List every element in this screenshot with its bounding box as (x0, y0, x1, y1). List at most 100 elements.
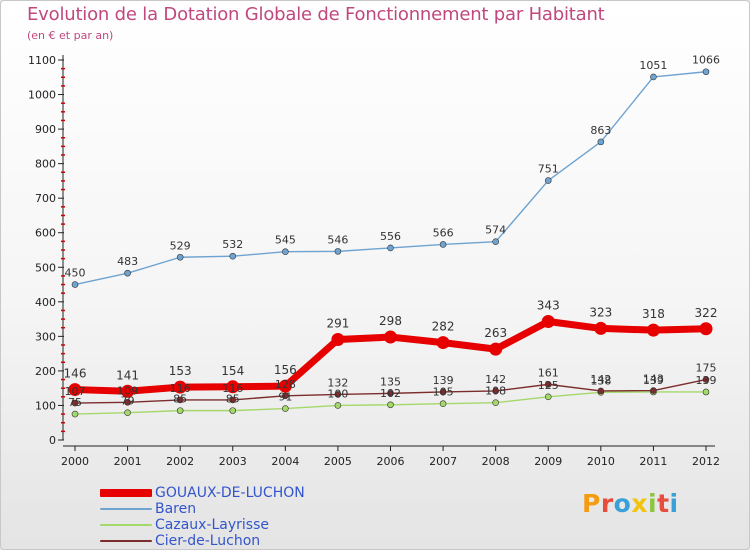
x-tick-label: 2009 (534, 455, 562, 468)
data-label: 156 (274, 363, 297, 377)
data-point (387, 401, 394, 409)
data-label: 545 (275, 234, 296, 247)
y-tick-label: 1000 (28, 89, 56, 102)
x-tick-label: 2003 (219, 455, 247, 468)
data-label: 142 (485, 373, 506, 386)
logo-letter: t (657, 489, 670, 518)
data-label: 263 (484, 326, 507, 340)
data-label: 85 (226, 393, 240, 406)
data-point (541, 315, 555, 329)
data-point (229, 407, 237, 414)
x-tick-label: 2005 (324, 455, 352, 468)
y-tick-label: 0 (49, 434, 56, 447)
y-tick-label: 500 (35, 261, 56, 274)
data-point (71, 399, 79, 407)
data-point (282, 405, 289, 412)
y-tick-label: 1100 (28, 54, 56, 67)
y-tick-label: 400 (35, 296, 56, 309)
data-label: 343 (537, 299, 560, 313)
data-point (334, 391, 342, 398)
x-tick-label: 2011 (639, 455, 667, 468)
data-label: 323 (589, 305, 612, 319)
data-point (387, 390, 394, 397)
data-label: 75 (68, 396, 82, 409)
data-point (331, 332, 345, 346)
y-tick-label: 300 (35, 330, 56, 343)
data-point (492, 387, 499, 395)
data-label: 139 (643, 374, 664, 387)
data-point (68, 383, 82, 397)
data-label: 139 (696, 374, 717, 387)
data-point (597, 138, 605, 146)
data-label: 85 (173, 393, 187, 406)
data-label: 128 (275, 378, 296, 391)
x-tick-label: 2008 (482, 455, 510, 468)
data-point (282, 248, 289, 256)
data-point (334, 248, 342, 255)
data-label: 100 (327, 387, 348, 400)
data-point (173, 380, 187, 394)
data-label: 139 (433, 374, 454, 387)
x-tick-label: 2007 (429, 455, 457, 468)
data-point (594, 321, 608, 335)
data-label: 143 (643, 373, 664, 386)
data-label: 298 (379, 314, 402, 328)
data-label: 483 (117, 255, 138, 268)
data-point (702, 376, 710, 383)
data-point (334, 402, 342, 409)
logo-letter: r (600, 489, 614, 518)
data-label: 1066 (692, 54, 720, 67)
data-label: 529 (170, 239, 191, 252)
data-label: 102 (380, 387, 401, 400)
data-label: 556 (380, 230, 401, 243)
y-tick-label: 700 (35, 192, 56, 205)
data-label: 532 (222, 238, 243, 251)
x-tick-label: 2002 (166, 455, 194, 468)
legend-swatch (100, 508, 152, 510)
data-point (650, 387, 657, 394)
data-point (121, 384, 135, 398)
data-label: 132 (327, 376, 348, 389)
proxiti-logo[interactable]: Proxiti (582, 489, 679, 518)
data-point (282, 392, 289, 400)
data-label: 138 (590, 374, 611, 387)
legend-label: Cier-de-Luchon (155, 533, 261, 549)
data-label: 91 (278, 391, 292, 404)
data-label: 175 (696, 362, 717, 375)
data-label: 282 (432, 320, 455, 334)
x-tick-label: 2010 (587, 455, 615, 468)
data-label: 153 (169, 364, 192, 378)
data-label: 116 (170, 382, 191, 395)
data-point (176, 253, 184, 261)
data-point (229, 252, 237, 260)
data-label: 450 (65, 267, 86, 280)
y-tick-label: 800 (35, 158, 56, 171)
data-point (489, 342, 503, 356)
data-label: 141 (116, 368, 139, 382)
chart-title: Evolution de la Dotation Globale de Fonc… (27, 4, 605, 25)
data-point (544, 393, 552, 401)
x-tick-label: 2012 (692, 455, 720, 468)
chart-subtitle: (en € et par an) (27, 29, 114, 42)
logo-letter: i (648, 489, 658, 518)
data-point (278, 379, 292, 393)
data-label: 1051 (639, 59, 667, 72)
data-label: 79 (121, 395, 135, 408)
y-tick-label: 100 (35, 399, 56, 412)
data-label: 863 (590, 124, 611, 137)
data-point (544, 177, 552, 184)
logo-letter: i (669, 489, 679, 518)
data-label: 546 (327, 233, 348, 246)
y-tick-label: 200 (35, 365, 56, 378)
data-label: 107 (65, 385, 86, 398)
data-point (71, 410, 79, 418)
data-label: 142 (590, 373, 611, 386)
data-label: 146 (64, 367, 87, 381)
data-label: 566 (433, 226, 454, 239)
data-label: 109 (117, 384, 138, 397)
data-point (492, 399, 499, 406)
data-point (436, 336, 450, 350)
data-label: 125 (538, 379, 559, 392)
data-point (384, 330, 397, 344)
